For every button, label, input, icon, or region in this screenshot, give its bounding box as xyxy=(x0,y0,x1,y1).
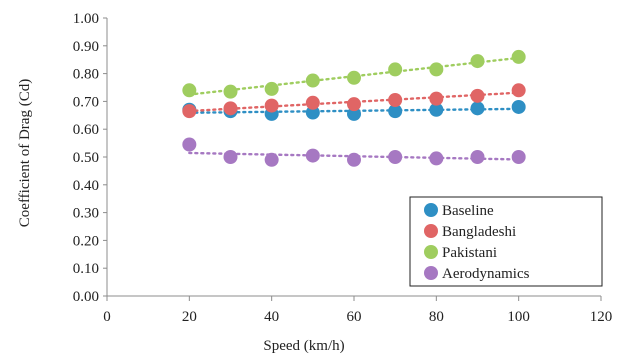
data-point-series-1 xyxy=(511,83,526,98)
data-point-series-1 xyxy=(182,104,197,119)
x-tick-label: 60 xyxy=(347,309,362,325)
data-point-series-3 xyxy=(511,150,526,164)
data-point-series-2 xyxy=(429,62,444,77)
x-tick-label: 100 xyxy=(507,309,530,325)
data-point-series-1 xyxy=(264,98,279,113)
y-tick-label: 0.90 xyxy=(73,39,99,55)
data-point-series-2 xyxy=(264,81,279,96)
legend: Baseline Bangladeshi Pakistani Aerodynamics xyxy=(409,196,603,287)
data-point-series-2 xyxy=(388,62,403,77)
y-tick-label: 0.50 xyxy=(73,150,99,166)
data-point-series-1 xyxy=(305,95,320,110)
legend-marker xyxy=(424,203,438,217)
y-tick-label: 0.60 xyxy=(73,122,99,138)
x-tick-label: 80 xyxy=(429,309,444,325)
legend-items: Baseline Bangladeshi Pakistani Aerodynamics xyxy=(424,203,530,282)
y-tick-label: 0.70 xyxy=(73,94,99,110)
data-point-series-0 xyxy=(347,106,361,121)
data-point-series-1 xyxy=(347,97,361,112)
data-point-series-0 xyxy=(470,101,485,116)
data-point-series-2 xyxy=(347,70,361,85)
y-tick-label: 0.30 xyxy=(73,206,99,222)
y-tick-label: 0.80 xyxy=(73,67,99,83)
data-point-series-2 xyxy=(470,54,485,69)
y-tick-label: 1.00 xyxy=(73,11,99,27)
y-tick-labels: 0.00 0.10 0.20 0.30 0.40 0.50 0.60 0.70 0.80 0.90… xyxy=(73,11,107,305)
legend-box xyxy=(409,196,603,287)
data-point-series-2 xyxy=(223,84,238,99)
data-point-series-2 xyxy=(305,73,320,88)
data-point-series-2 xyxy=(511,49,526,64)
y-tick-label: 0.10 xyxy=(73,261,99,277)
x-tick-label: 20 xyxy=(182,309,197,325)
data-point-series-3 xyxy=(470,150,485,164)
data-point-series-1 xyxy=(429,91,444,106)
legend-label: Aerodynamics xyxy=(442,266,530,282)
legend-marker xyxy=(424,266,438,280)
y-tick-label: 0.40 xyxy=(73,178,99,194)
legend-label: Baseline xyxy=(442,203,494,219)
legend-label: Bangladeshi xyxy=(442,224,516,240)
data-point-series-1 xyxy=(388,93,403,108)
data-point-series-2 xyxy=(182,83,197,98)
data-point-layer xyxy=(182,49,526,167)
data-point-series-3 xyxy=(305,148,320,163)
y-axis-title: Coefficient of Drag (Cd) xyxy=(17,79,33,227)
x-axis-title: Speed (km/h) xyxy=(263,338,344,354)
y-tick-label: 0.00 xyxy=(73,289,99,305)
trendline-series-2 xyxy=(188,56,520,96)
x-tick-label: 0 xyxy=(103,309,111,325)
data-point-series-3 xyxy=(182,137,197,152)
legend-marker xyxy=(424,224,438,238)
data-point-series-3 xyxy=(223,150,238,164)
x-tick-label: 120 xyxy=(590,309,613,325)
data-point-series-1 xyxy=(470,88,485,103)
legend-marker xyxy=(424,245,438,259)
legend-label: Pakistani xyxy=(442,245,497,261)
data-point-series-0 xyxy=(511,99,526,114)
data-point-series-0 xyxy=(388,104,403,119)
data-point-series-0 xyxy=(429,102,444,117)
x-tick-label: 40 xyxy=(264,309,279,325)
x-tick-labels: 0 20 40 60 80 100 120 xyxy=(103,296,612,325)
data-point-series-1 xyxy=(223,101,238,116)
data-point-series-0 xyxy=(305,105,320,120)
data-point-series-3 xyxy=(388,150,403,164)
data-point-series-3 xyxy=(347,152,361,167)
data-point-series-3 xyxy=(264,152,279,167)
data-point-series-3 xyxy=(429,151,444,166)
y-tick-label: 0.20 xyxy=(73,233,99,249)
